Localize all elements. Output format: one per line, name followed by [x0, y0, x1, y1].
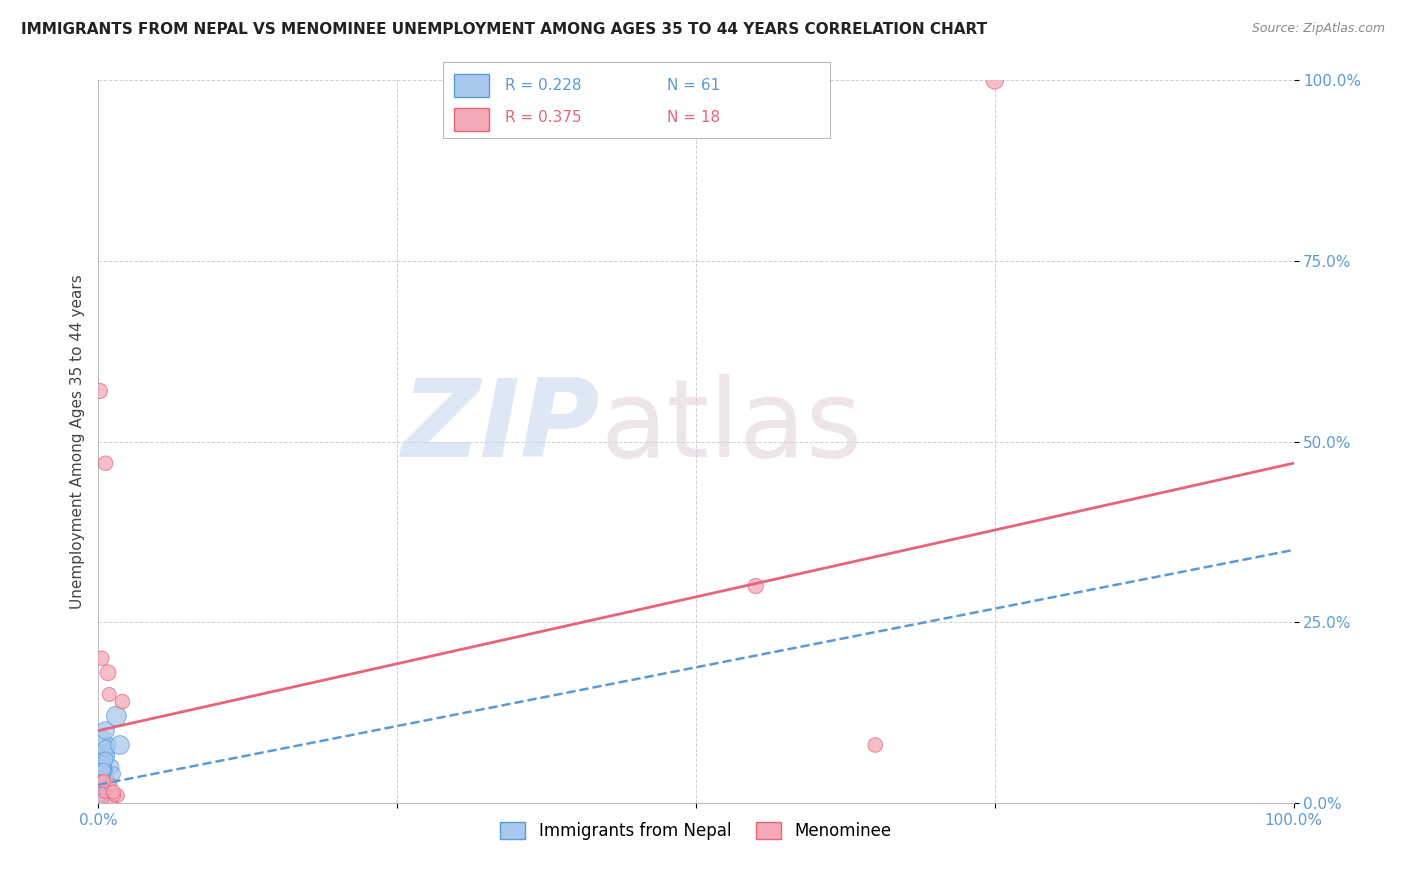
Point [89, 785, 111, 799]
Point [90, 651, 112, 665]
Point [91, 771, 114, 785]
Point [90, 785, 112, 799]
Point [89, 789, 111, 803]
Point [89, 792, 111, 806]
Point [91, 781, 114, 796]
Point [103, 767, 125, 781]
Point [97, 738, 120, 752]
Point [91, 731, 114, 745]
Point [90, 771, 112, 785]
Point [90, 785, 112, 799]
Point [90, 785, 112, 799]
Point [90, 752, 112, 766]
Point [745, 579, 768, 593]
Point [984, 73, 1007, 87]
Point [93, 785, 115, 799]
Point [89, 789, 111, 803]
Point [91, 781, 114, 796]
Point [94, 745, 117, 759]
Point [100, 792, 122, 806]
Point [94, 764, 117, 778]
Point [90, 781, 112, 796]
Point [90, 785, 112, 799]
Point [98, 778, 122, 792]
Point [90, 778, 112, 792]
Point [87, 785, 110, 799]
Text: R = 0.228: R = 0.228 [505, 78, 581, 93]
Point [89, 792, 111, 806]
Point [105, 709, 128, 723]
Legend: Immigrants from Nepal, Menominee: Immigrants from Nepal, Menominee [492, 814, 900, 848]
Point [90, 778, 112, 792]
Point [90, 778, 112, 792]
Point [90, 774, 112, 789]
FancyBboxPatch shape [454, 108, 489, 130]
Point [97, 665, 120, 680]
Point [93, 764, 115, 778]
Point [89, 778, 111, 792]
Point [91, 792, 114, 806]
Point [93, 764, 115, 778]
Point [94, 741, 117, 756]
Point [89, 792, 111, 806]
Point [93, 767, 115, 781]
Point [96, 764, 118, 778]
Point [89, 789, 111, 803]
Text: ZIP: ZIP [402, 374, 600, 480]
Point [90, 792, 112, 806]
Point [107, 789, 129, 803]
Point [94, 785, 117, 799]
Point [89, 789, 111, 803]
Point [90, 785, 112, 799]
FancyBboxPatch shape [454, 74, 489, 96]
Point [91, 778, 114, 792]
Point [90, 774, 112, 789]
Point [93, 778, 115, 792]
Text: N = 18: N = 18 [668, 110, 720, 125]
Point [91, 781, 114, 796]
Point [91, 771, 114, 785]
Point [93, 774, 115, 789]
Point [89, 790, 111, 805]
Text: atlas: atlas [600, 374, 862, 480]
Point [865, 738, 887, 752]
Point [103, 785, 125, 799]
Y-axis label: Unemployment Among Ages 35 to 44 years: Unemployment Among Ages 35 to 44 years [69, 274, 84, 609]
Point [93, 760, 115, 774]
Point [90, 771, 112, 785]
Point [89, 384, 111, 398]
Point [91, 760, 114, 774]
Text: R = 0.375: R = 0.375 [505, 110, 581, 125]
Point [91, 781, 114, 796]
Point [100, 760, 122, 774]
Point [111, 695, 134, 709]
Point [94, 752, 117, 766]
Point [91, 771, 114, 785]
Point [94, 723, 117, 738]
Point [96, 748, 118, 763]
Text: Source: ZipAtlas.com: Source: ZipAtlas.com [1251, 22, 1385, 36]
Point [93, 774, 115, 789]
Point [94, 456, 117, 470]
Point [103, 789, 125, 803]
Text: N = 61: N = 61 [668, 78, 720, 93]
Point [93, 774, 115, 789]
Point [90, 781, 112, 796]
Point [108, 738, 131, 752]
Point [89, 781, 111, 796]
Point [91, 756, 114, 770]
Point [98, 687, 121, 701]
Text: IMMIGRANTS FROM NEPAL VS MENOMINEE UNEMPLOYMENT AMONG AGES 35 TO 44 YEARS CORREL: IMMIGRANTS FROM NEPAL VS MENOMINEE UNEMP… [21, 22, 987, 37]
Point [90, 767, 112, 781]
Point [98, 774, 121, 789]
Point [93, 771, 115, 785]
